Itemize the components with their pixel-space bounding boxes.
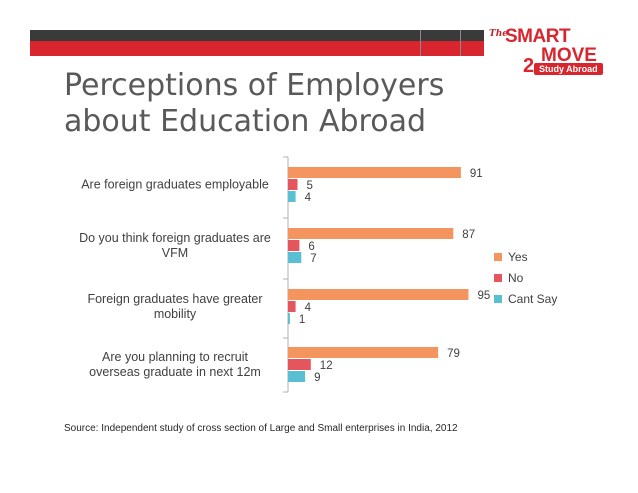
category-label: Are you planning to recruit (102, 350, 248, 364)
header-bar-red (30, 41, 484, 56)
legend-label-cant-say: Cant Say (508, 292, 557, 306)
bar-cant-say (288, 252, 302, 263)
data-label: 7 (310, 253, 316, 265)
legend-swatch-cant-say (494, 295, 502, 303)
bar-cant-say (288, 313, 290, 324)
category-label: mobility (154, 307, 197, 321)
legend-label-yes: Yes (508, 250, 528, 264)
source-note: Source: Independent study of cross secti… (64, 423, 458, 434)
category-label: VFM (162, 246, 188, 260)
data-label: 9 (314, 372, 320, 384)
logo-move: MOVE (541, 45, 597, 66)
data-label: 1 (299, 314, 305, 326)
data-label: 12 (320, 360, 333, 372)
data-label: 4 (305, 192, 312, 204)
bar-no (288, 359, 311, 370)
category-label: Foreign graduates have greater (87, 292, 262, 306)
bar-no (288, 301, 296, 312)
data-label: 4 (305, 302, 312, 314)
data-label: 95 (478, 290, 491, 302)
data-label: 87 (462, 229, 475, 241)
data-label: 5 (307, 180, 313, 192)
data-label: 79 (447, 348, 460, 360)
bar-yes (288, 167, 461, 178)
data-label: 91 (470, 168, 483, 180)
category-label: Are foreign graduates employable (81, 178, 269, 192)
header-divider (460, 30, 461, 56)
legend-label-no: No (508, 271, 524, 285)
header-divider (420, 30, 421, 56)
logo-two: 2 (523, 55, 535, 77)
slide-title: Perceptions of Employers about Education… (64, 68, 445, 139)
bar-cant-say (288, 191, 296, 202)
header-bar (30, 30, 484, 56)
legend-swatch-no (494, 274, 502, 282)
logo-the: The (489, 29, 508, 39)
logo-smart: SMART (505, 26, 571, 47)
category-label: Do you think foreign graduates are (79, 231, 271, 245)
bar-yes (288, 289, 469, 300)
bar-yes (288, 347, 439, 358)
category-label: overseas graduate in next 12m (89, 365, 261, 379)
logo-study-abroad: Study Abroad (534, 63, 603, 75)
brand-logo: The SMART MOVE 2 Study Abroad (489, 26, 619, 78)
bar-no (288, 240, 300, 251)
bar-no (288, 179, 298, 190)
data-label: 6 (308, 241, 314, 253)
bar-yes (288, 228, 454, 239)
bar-cant-say (288, 371, 306, 382)
legend-swatch-yes (494, 253, 502, 261)
